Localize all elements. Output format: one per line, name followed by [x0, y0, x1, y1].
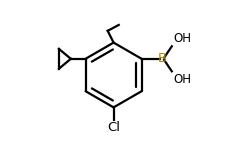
Text: OH: OH — [173, 73, 191, 86]
Text: Cl: Cl — [107, 121, 120, 134]
Text: B: B — [158, 52, 167, 65]
Text: OH: OH — [173, 32, 191, 45]
